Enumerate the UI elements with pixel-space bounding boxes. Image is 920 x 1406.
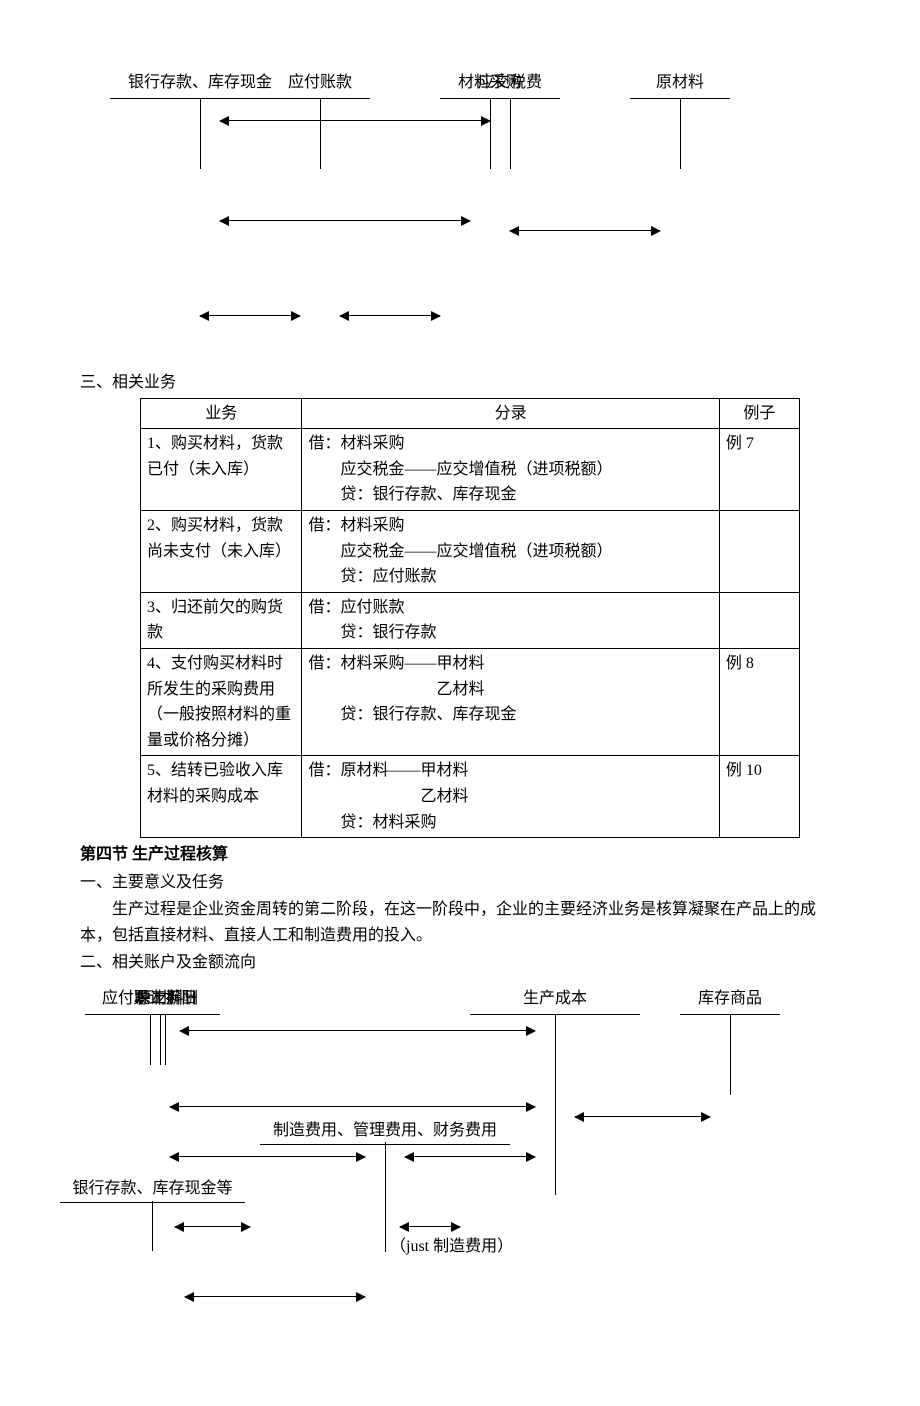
table-row-biz: 4、支付购买材料时所发生的采购费用（一般按照材料的重量或价格分摊） (141, 648, 302, 755)
arrow (510, 230, 660, 231)
business-table: 业务 分录 例子 1、购买材料，货款已付（未入库）借：材料采购 应交税金——应交… (140, 398, 840, 839)
table-row-biz: 3、归还前欠的购货款 (141, 592, 302, 648)
t2-depr: 累计折旧 (110, 986, 220, 1015)
table-row-ex (719, 592, 799, 648)
table-row-ex (719, 510, 799, 592)
section4-title: 第四节 生产过程核算 (80, 842, 840, 868)
arrow (400, 1226, 460, 1227)
table-row-ex: 例 7 (719, 429, 799, 511)
section4-para: 生产过程是企业资金周转的第二阶段，在这一阶段中，企业的主要经济业务是核算凝聚在产… (80, 897, 840, 948)
section4-sub2: 二、相关账户及金额流向 (80, 950, 840, 976)
t2-bank: 银行存款、库存现金等 (60, 1176, 245, 1203)
arrow (220, 220, 470, 221)
table-row-entry: 借：材料采购——甲材料 乙材料 贷：银行存款、库存现金 (302, 648, 719, 755)
t-procure-label: 材料采购 (440, 70, 540, 99)
th-entry: 分录 (302, 398, 719, 429)
arrow (170, 1106, 535, 1107)
arrow (180, 1030, 535, 1031)
th-ex: 例子 (719, 398, 799, 429)
t2-expenses: 制造费用、管理费用、财务费用 (260, 1118, 510, 1145)
t2-prodcost: 生产成本 (470, 986, 640, 1015)
arrow (185, 1296, 365, 1297)
diagram-production: 原材料 生产成本 应付职工薪酬 库存商品 制造费用、管理费用、财务费用 银行存款… (80, 986, 840, 1326)
table-row-biz: 1、购买材料，货款已付（未入库） (141, 429, 302, 511)
arrow (405, 1156, 535, 1157)
arrow (340, 315, 440, 316)
t-bank-label: 银行存款、库存现金 (110, 70, 290, 99)
section4-sub1: 一、主要意义及任务 (80, 870, 840, 896)
table-row-entry: 借：材料采购 应交税金——应交增值税（进项税额） 贷：应付账款 (302, 510, 719, 592)
table-row-ex: 例 8 (719, 648, 799, 755)
arrow (170, 1156, 365, 1157)
table-row-entry: 借：应付账款 贷：银行存款 (302, 592, 719, 648)
t2-just: （just 制造费用） (390, 1234, 513, 1260)
t2-inventory: 库存商品 (680, 986, 780, 1015)
arrow (575, 1116, 710, 1117)
arrow (175, 1226, 250, 1227)
arrow (200, 315, 300, 316)
table-row-entry: 借：材料采购 应交税金——应交增值税（进项税额） 贷：银行存款、库存现金 (302, 429, 719, 511)
table-row-biz: 2、购买材料，货款尚未支付（未入库） (141, 510, 302, 592)
table-row-ex: 例 10 (719, 756, 799, 838)
th-biz: 业务 (141, 398, 302, 429)
t-payable-label: 应付账款 (270, 70, 370, 99)
section3-heading: 三、相关业务 (80, 370, 840, 396)
t-raw-label: 原材料 (630, 70, 730, 99)
diagram-procurement: 银行存款、库存现金 应交税费 材料采购 原材料 应付账款 (80, 70, 840, 350)
table-row-entry: 借：原材料——甲材料 乙材料 贷：材料采购 (302, 756, 719, 838)
arrow (220, 120, 490, 121)
table-row-biz: 5、结转已验收入库材料的采购成本 (141, 756, 302, 838)
